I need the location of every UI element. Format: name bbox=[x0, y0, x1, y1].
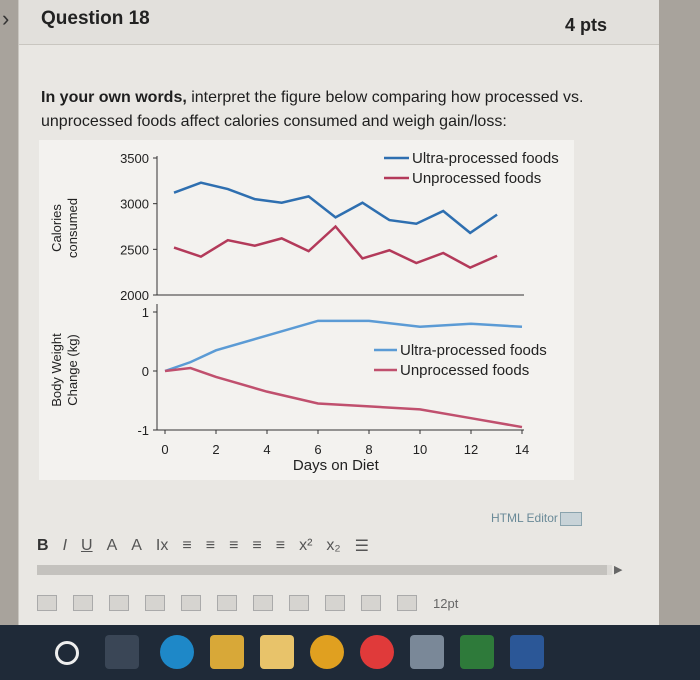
scroll-thumb[interactable] bbox=[37, 565, 607, 575]
bottom-series-line-1 bbox=[164, 366, 523, 429]
italic-button[interactable]: I bbox=[62, 537, 68, 554]
top-y-tick-label: 3500 bbox=[120, 151, 149, 166]
youtube-icon[interactable] bbox=[289, 595, 309, 611]
bottom-legend-label-1: Unprocessed foods bbox=[400, 362, 529, 379]
bottom-y-tick-label: -1 bbox=[137, 423, 149, 438]
bottom-x-tick-label: 6 bbox=[314, 442, 321, 457]
link-icon[interactable] bbox=[109, 595, 129, 611]
question-card: Question 18 4 pts In your own words, int… bbox=[18, 0, 659, 680]
word-icon[interactable] bbox=[510, 635, 544, 669]
html-editor-text: HTML Editor bbox=[491, 511, 558, 525]
bottom-x-tick-label: 8 bbox=[365, 442, 372, 457]
question-prompt: In your own words, interpret the figure … bbox=[41, 86, 621, 134]
edge-icon[interactable] bbox=[160, 635, 194, 669]
rtl-icon[interactable] bbox=[397, 595, 417, 611]
bottom-x-tick-label: 0 bbox=[161, 442, 168, 457]
indent-button[interactable]: ≡ bbox=[252, 537, 262, 554]
editor-toolbar-secondary: 12pt bbox=[37, 590, 637, 616]
search-circle-icon[interactable] bbox=[55, 641, 79, 665]
bottom-x-tick-label: 4 bbox=[263, 442, 270, 457]
align-right-button[interactable]: ≡ bbox=[229, 537, 239, 554]
top-ylabel-line2: consumed bbox=[65, 198, 80, 258]
bottom-y-tick-label: 0 bbox=[142, 364, 149, 379]
taskbar bbox=[0, 625, 700, 680]
bottom-legend-label-0: Ultra-processed foods bbox=[400, 342, 547, 359]
editor-toolbar: B I U A A Ix ≡ ≡ ≡ ≡ ≡ x² x₂ ☰ bbox=[37, 531, 617, 561]
top-series-line-0 bbox=[173, 181, 498, 235]
unlink-icon[interactable] bbox=[145, 595, 165, 611]
background-color-button[interactable]: A bbox=[131, 537, 142, 554]
align-left-button[interactable]: ≡ bbox=[182, 537, 192, 554]
bottom-y-tick-label: 1 bbox=[142, 305, 149, 320]
html-editor-label[interactable]: HTML Editor bbox=[491, 511, 582, 526]
media-icon[interactable] bbox=[73, 595, 93, 611]
underline-button[interactable]: U bbox=[81, 537, 93, 554]
outdent-button[interactable]: ≡ bbox=[275, 537, 286, 554]
image-icon[interactable] bbox=[181, 595, 201, 611]
equation-icon[interactable] bbox=[217, 595, 237, 611]
bold-button[interactable]: B bbox=[37, 537, 49, 554]
store-icon[interactable] bbox=[260, 635, 294, 669]
top-y-tick-label: 2000 bbox=[120, 288, 149, 303]
table-icon[interactable] bbox=[37, 595, 57, 611]
align-center-button[interactable]: ≡ bbox=[205, 537, 216, 554]
text-color-button[interactable]: A bbox=[106, 537, 118, 554]
bottom-x-tick-label: 12 bbox=[464, 442, 478, 457]
question-points: 4 pts bbox=[564, 15, 607, 35]
question-title: Question 18 bbox=[41, 8, 150, 29]
embed-icon[interactable] bbox=[325, 595, 345, 611]
subscript-button[interactable]: x₂ bbox=[326, 537, 341, 554]
file-explorer-icon[interactable] bbox=[210, 635, 244, 669]
editor-badge-icon bbox=[559, 511, 582, 526]
bottom-series-line-0 bbox=[164, 319, 523, 373]
top-ylabel-line1: Calories bbox=[49, 204, 64, 252]
figure-svg: 3500 3000 2500 2000 Calories consumed Ultra-pr… bbox=[49, 150, 559, 474]
figure: 3500 3000 2500 2000 Calories consumed Ultra-pr… bbox=[39, 140, 574, 480]
bottom-ylabel-line1: Body Weight bbox=[49, 333, 64, 407]
scroll-right-icon[interactable]: ▶ bbox=[614, 564, 623, 576]
prompt-text: interpret the figure below comparing how… bbox=[41, 89, 584, 130]
font-size-select[interactable]: 12pt bbox=[433, 595, 459, 611]
app-c-icon[interactable] bbox=[360, 635, 394, 669]
settings-gear-icon[interactable] bbox=[410, 635, 444, 669]
excel-icon[interactable] bbox=[460, 635, 494, 669]
bottom-x-tick-label: 2 bbox=[212, 442, 219, 457]
bottom-x-tick-label: 14 bbox=[515, 442, 529, 457]
top-legend-label-1: Unprocessed foods bbox=[412, 170, 541, 187]
toolbar-scrollbar[interactable] bbox=[37, 565, 612, 575]
top-y-tick-label: 2500 bbox=[120, 242, 149, 257]
bottom-xlabel: Days on Diet bbox=[293, 457, 380, 474]
collapse-chevron-icon[interactable]: › bbox=[2, 6, 10, 31]
bottom-ylabel-line2: Change (kg) bbox=[65, 334, 80, 406]
task-view-icon[interactable] bbox=[105, 635, 139, 669]
superscript-button[interactable]: x² bbox=[299, 537, 313, 554]
prompt-bold: In your own words, bbox=[41, 89, 187, 106]
top-y-tick-label: 3000 bbox=[120, 197, 149, 212]
top-series-line-1 bbox=[173, 224, 498, 269]
bottom-x-tick-label: 10 bbox=[413, 442, 427, 457]
list-button[interactable]: ☰ bbox=[354, 538, 369, 555]
top-legend-label-0: Ultra-processed foods bbox=[412, 150, 559, 167]
apps-icon[interactable] bbox=[253, 595, 273, 611]
ltr-icon[interactable] bbox=[361, 595, 381, 611]
clear-formatting-button[interactable]: Ix bbox=[155, 537, 169, 554]
chrome-icon[interactable] bbox=[310, 635, 344, 669]
question-header: Question 18 4 pts bbox=[19, 0, 659, 45]
